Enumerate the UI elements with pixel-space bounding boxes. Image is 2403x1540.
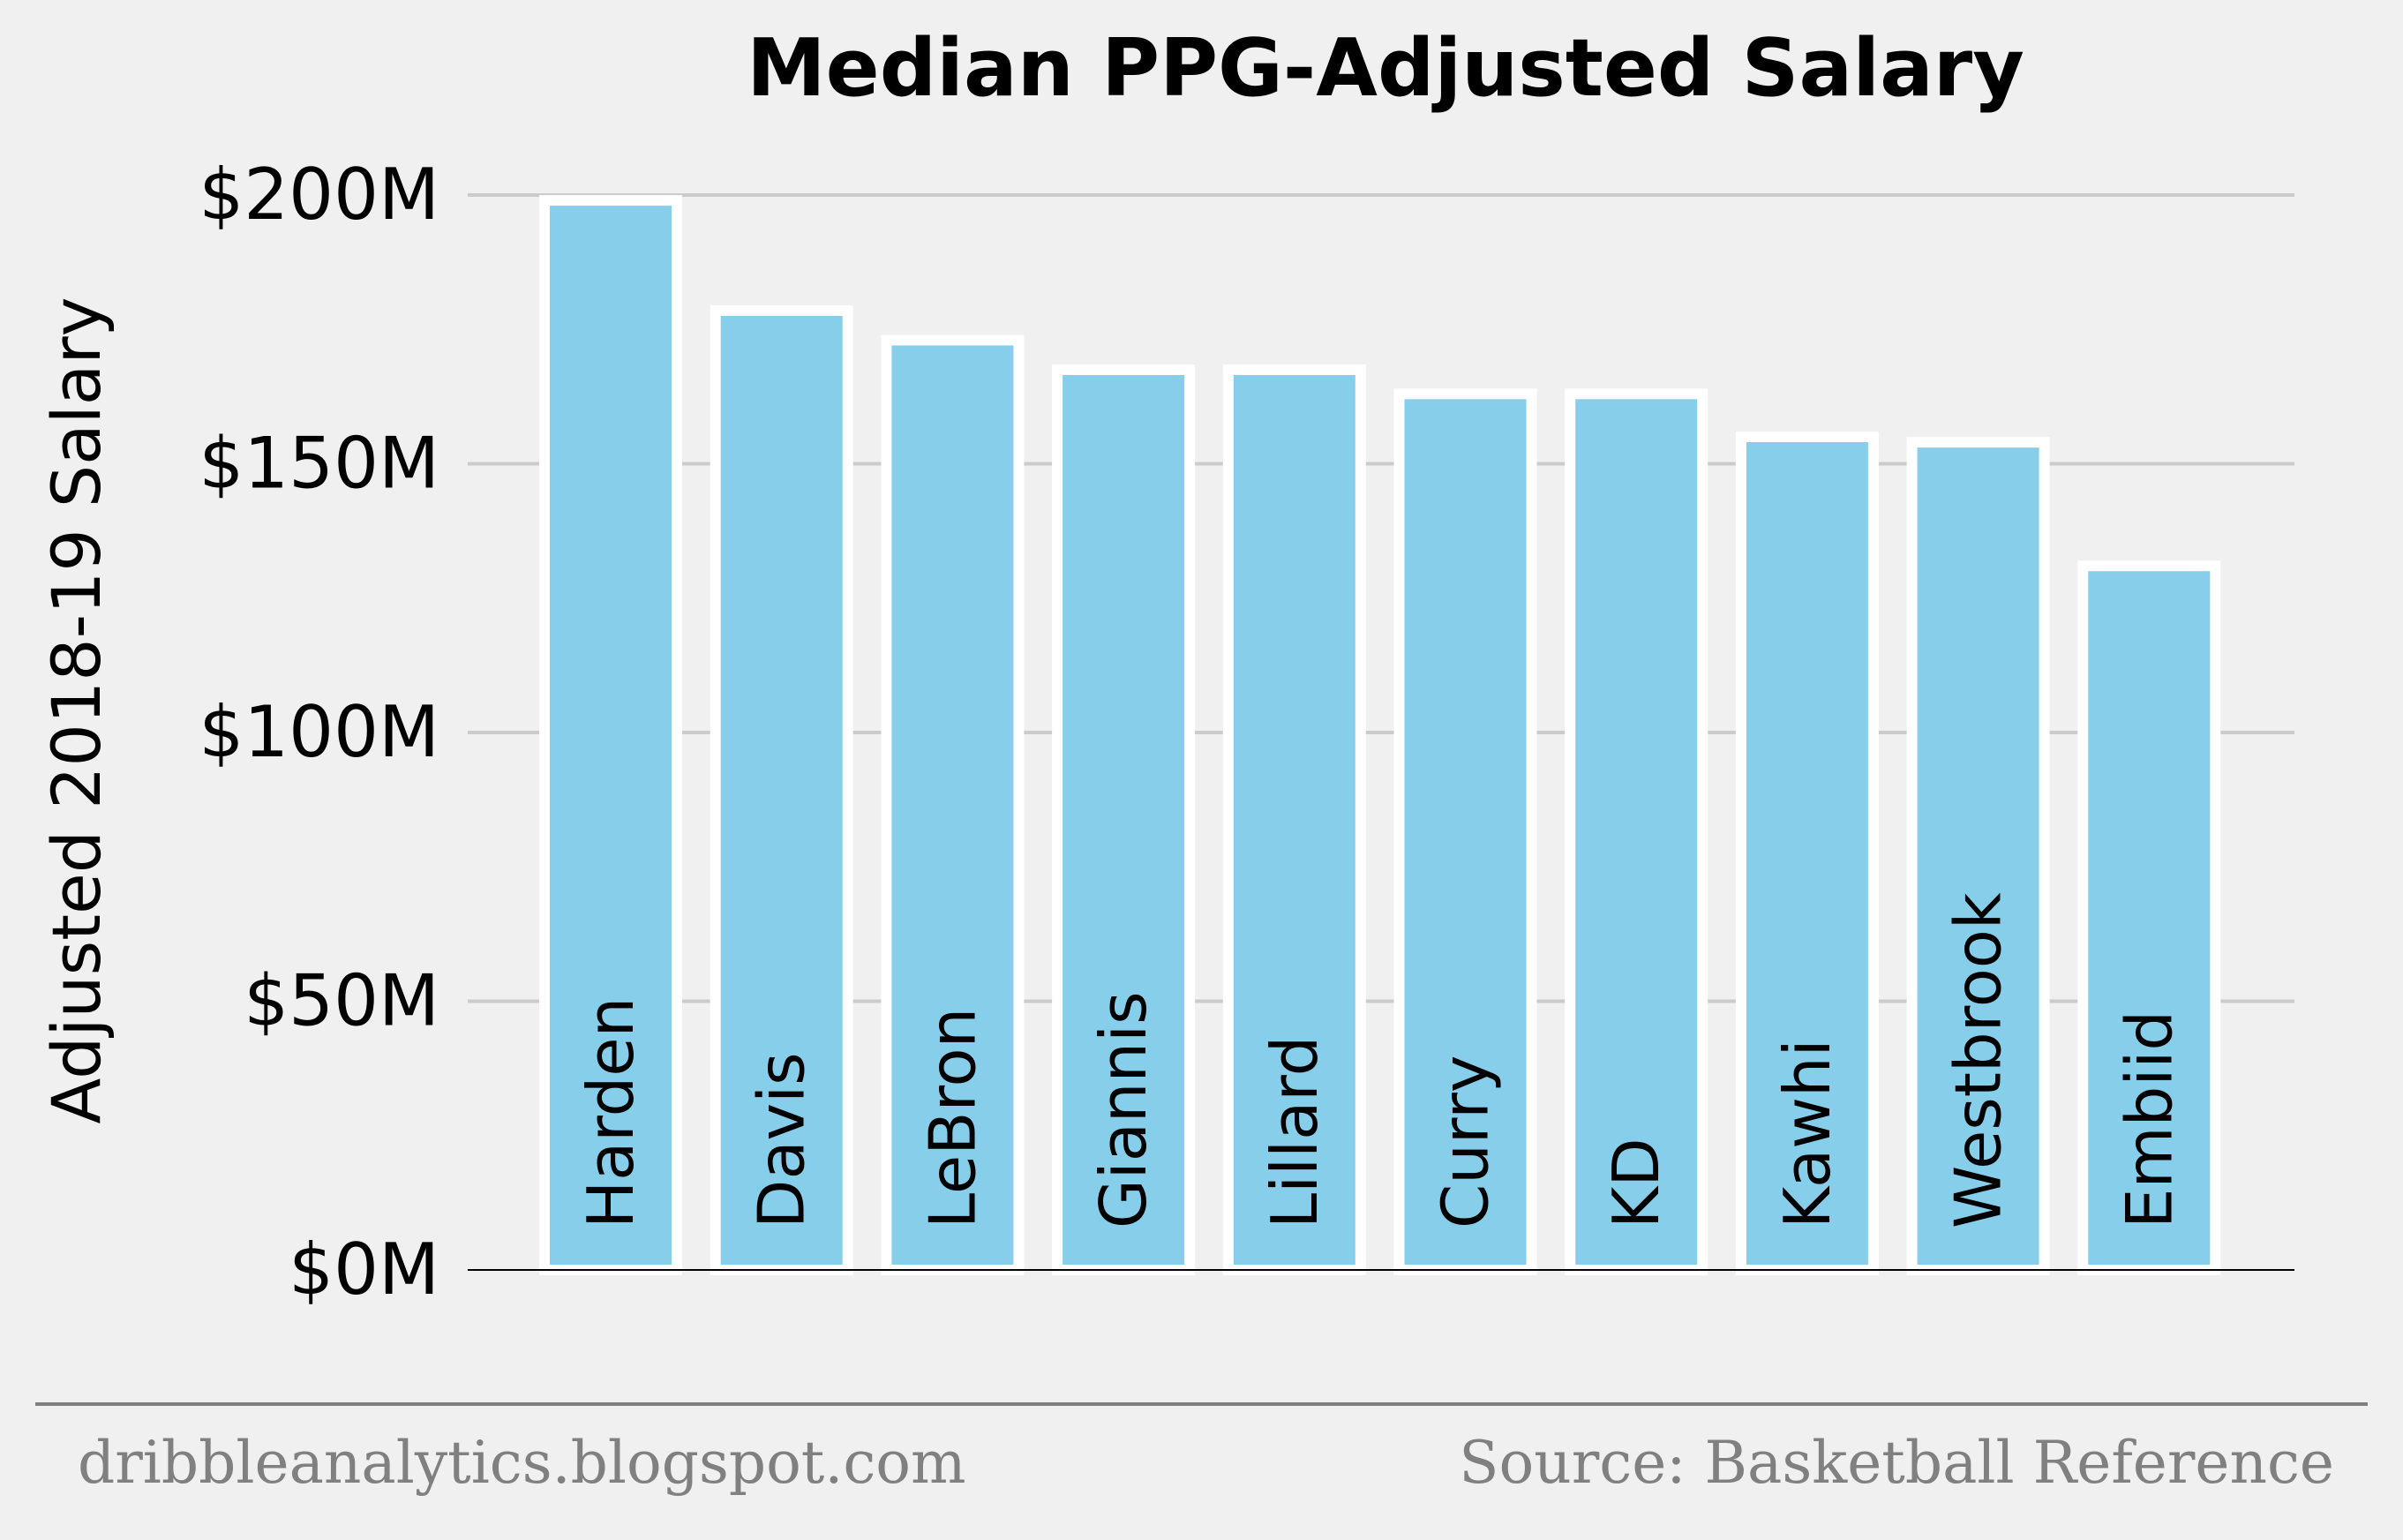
bar-label: Lillard <box>1258 1036 1332 1228</box>
bar-lebron <box>881 334 1025 1275</box>
y-tick-label: $100M <box>199 691 439 773</box>
bar-label: Giannis <box>1086 991 1160 1228</box>
bar-curry <box>1393 388 1537 1275</box>
bar-label: Curry <box>1429 1055 1503 1228</box>
y-tick-label: $200M <box>199 154 439 236</box>
bar-kawhi <box>1735 432 1879 1275</box>
bars <box>539 195 2221 1276</box>
footer-source: Source: Basketball Reference <box>1459 1429 2334 1497</box>
y-tick-label: $50M <box>244 960 439 1042</box>
y-tick-label: $0M <box>289 1228 439 1311</box>
footer-website: dribbleanalytics.blogspot.com <box>78 1429 966 1497</box>
bar-lillard <box>1222 364 1366 1275</box>
bar-label: Embiid <box>2112 1010 2186 1228</box>
y-tick-labels: $0M $50M $100M $150M $200M <box>199 154 439 1311</box>
bar-label: KD <box>1599 1138 1673 1228</box>
bar-davis <box>710 304 853 1275</box>
bar-label: Westbrook <box>1941 892 2016 1228</box>
y-axis-label: Adjusted 2018-19 Salary <box>37 297 116 1123</box>
bar-label: Harden <box>574 997 648 1228</box>
bar-embiid <box>2077 560 2221 1275</box>
bar-labels: Harden Davis LeBron Giannis Lillard Curry KD Ka… <box>574 892 2186 1228</box>
bar-label: LeBron <box>915 1008 989 1228</box>
bar-label: Davis <box>745 1052 819 1228</box>
chart-title: Median PPG-Adjusted Salary <box>747 22 2024 115</box>
bar-label: Kawhi <box>1770 1039 1844 1228</box>
y-tick-label: $150M <box>199 423 439 505</box>
